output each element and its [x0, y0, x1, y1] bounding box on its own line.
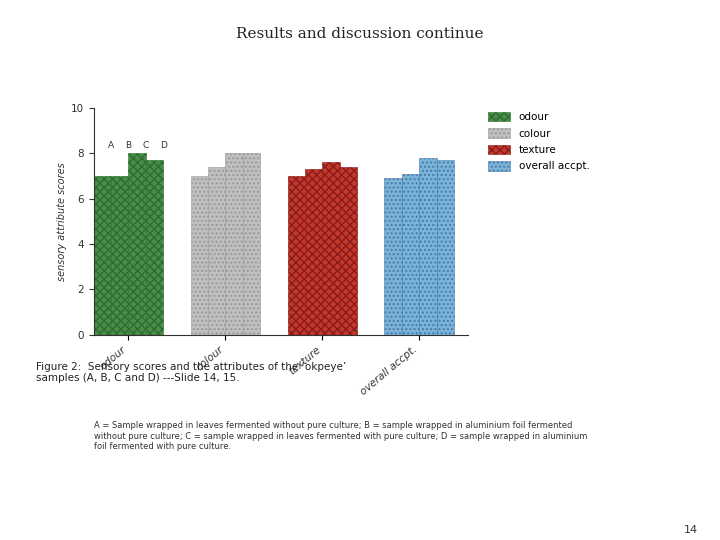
Y-axis label: sensory attribute scores: sensory attribute scores — [57, 162, 66, 281]
Text: 14: 14 — [684, 524, 698, 535]
Bar — [208, 167, 225, 335]
Text: C: C — [143, 141, 149, 150]
Text: A: A — [108, 141, 114, 150]
Bar — [323, 163, 340, 335]
Bar — [225, 153, 243, 335]
Text: A = Sample wrapped in leaves fermented without pure culture; B = sample wrapped : A = Sample wrapped in leaves fermented w… — [94, 421, 587, 451]
Bar — [94, 176, 111, 335]
Bar — [128, 153, 146, 335]
Bar — [287, 176, 305, 335]
Bar — [111, 176, 128, 335]
Text: Results and discussion continue: Results and discussion continue — [236, 27, 484, 41]
Bar — [436, 160, 454, 335]
Text: Figure 2:  Sensory scores and the attributes of the ‘okpeye’
samples (A, B, C an: Figure 2: Sensory scores and the attribu… — [36, 362, 346, 383]
Bar — [146, 160, 163, 335]
Bar — [305, 169, 323, 335]
Bar — [191, 176, 208, 335]
Bar — [340, 167, 357, 335]
Bar — [419, 158, 436, 335]
Text: D: D — [160, 141, 166, 150]
Text: B: B — [125, 141, 132, 150]
Legend: odour, colour, texture, overall accpt.: odour, colour, texture, overall accpt. — [485, 109, 593, 174]
Bar — [384, 178, 402, 335]
Bar — [402, 174, 419, 335]
Bar — [243, 153, 260, 335]
